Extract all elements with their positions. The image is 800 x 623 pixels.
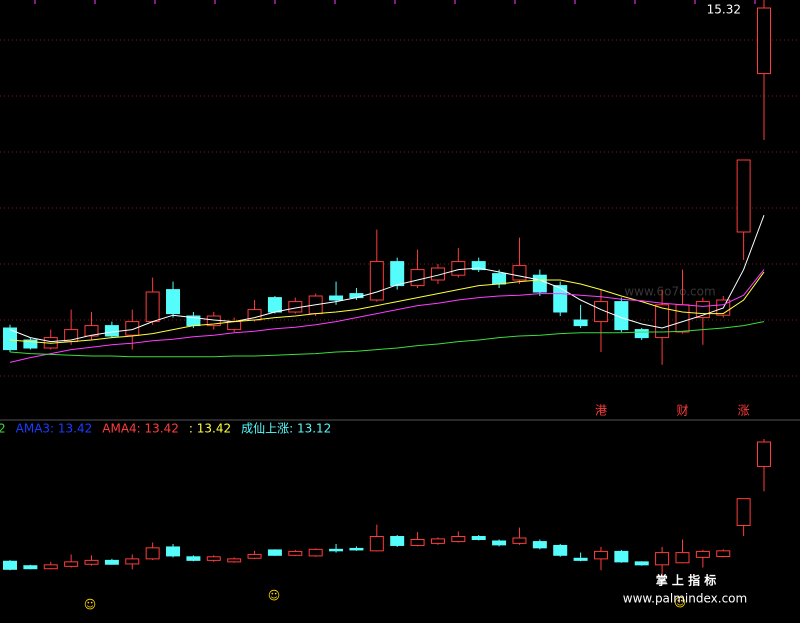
indicator-candle-body — [84, 559, 99, 565]
indicator-label: AMA4: 13.42 — [102, 422, 179, 436]
event-label: 涨 — [738, 403, 750, 418]
candle-body — [614, 301, 629, 331]
candle-body — [757, 7, 771, 75]
watermark: 掌 上 指 标 — [656, 573, 717, 588]
indicator-candle-body — [308, 548, 323, 557]
indicator-candle-body — [329, 548, 344, 552]
ma-line — [9, 271, 765, 344]
watermark: www.palmindex.com — [623, 592, 747, 606]
candle-body — [512, 265, 527, 281]
indicator-candle-body — [593, 550, 608, 560]
indicator-candle-body — [206, 556, 221, 561]
smiley-icon: ☺ — [268, 589, 281, 603]
smiley-icon: ☺ — [674, 596, 687, 610]
candle-body — [492, 273, 507, 285]
indicator-candle-body — [267, 549, 282, 556]
smiley-icon: ☺ — [84, 598, 97, 612]
indicator-candle-body — [64, 561, 79, 567]
indicator-label: : 13.42 — [189, 422, 231, 436]
indicator-candle-body — [532, 541, 547, 549]
candle-body — [329, 295, 344, 301]
candle-body — [634, 329, 649, 339]
watermark: www.6o7o.com — [624, 285, 715, 299]
candle-body — [451, 261, 466, 276]
indicator-candle-body — [104, 559, 119, 565]
candle-body — [553, 285, 568, 313]
candle-body — [471, 261, 486, 271]
indicator-candle-body — [492, 540, 507, 546]
indicator-candle-body — [553, 544, 568, 556]
indicator-candle-body — [471, 536, 486, 540]
indicator-candle-body — [43, 564, 58, 570]
event-label: 财 — [676, 404, 688, 418]
indicator-candle-body — [3, 560, 17, 570]
candle-body — [3, 327, 17, 351]
indicator-candle-body — [430, 538, 445, 544]
candle-body — [736, 159, 751, 233]
candle-body — [125, 321, 140, 336]
candle-body — [532, 274, 547, 293]
indicator-candle-body — [716, 550, 731, 557]
indicator-candle-body — [573, 557, 588, 561]
indicator-candle-body — [247, 553, 262, 559]
indicator-candle-body — [186, 556, 201, 561]
candle-body — [349, 293, 364, 299]
candle-body — [573, 319, 588, 327]
indicator-candle-body — [125, 558, 140, 565]
candle-body — [675, 304, 690, 333]
indicator-candle-body — [675, 552, 690, 564]
indicator-candle-body — [695, 550, 710, 558]
indicator-candle-body — [634, 561, 649, 566]
indicator-candle-body — [166, 546, 181, 557]
indicator-label: 2 — [0, 422, 6, 436]
candle-body — [23, 339, 38, 349]
price-label: 15.32 — [707, 3, 741, 17]
candle-body — [84, 325, 99, 337]
indicator-candle-body — [349, 547, 364, 551]
candle-body — [227, 321, 242, 331]
ma-line — [9, 321, 765, 358]
event-label: 港 — [595, 404, 607, 418]
candle-body — [655, 304, 670, 339]
candle-body — [593, 301, 608, 323]
indicator-candle-body — [512, 537, 527, 544]
indicator-candle-body — [23, 565, 38, 570]
indicator-label: 成仙上涨: 13.12 — [241, 421, 331, 436]
candle-body — [390, 261, 405, 287]
indicator-candle-body — [655, 552, 670, 566]
indicator-candle-body — [757, 441, 771, 467]
indicator-candle-body — [390, 536, 405, 546]
indicator-candle-body — [614, 550, 629, 563]
ma-line — [9, 215, 765, 343]
candle-body — [166, 289, 181, 315]
candle-body — [430, 267, 445, 281]
indicator-candle-body — [451, 536, 466, 543]
candle-body — [369, 261, 384, 301]
indicator-candle-body — [369, 536, 384, 552]
indicator-candle-body — [227, 558, 242, 563]
ma-line — [9, 269, 765, 363]
candle-body — [410, 269, 425, 287]
indicator-label: AMA3: 13.42 — [16, 422, 93, 436]
indicator-candle-body — [288, 550, 303, 556]
candle-body — [104, 325, 119, 337]
indicator-candle-body — [145, 547, 160, 560]
candle-body — [267, 297, 282, 313]
indicator-candle-body — [410, 538, 425, 546]
candle-body — [145, 291, 160, 323]
indicator-candle-body — [736, 498, 751, 526]
